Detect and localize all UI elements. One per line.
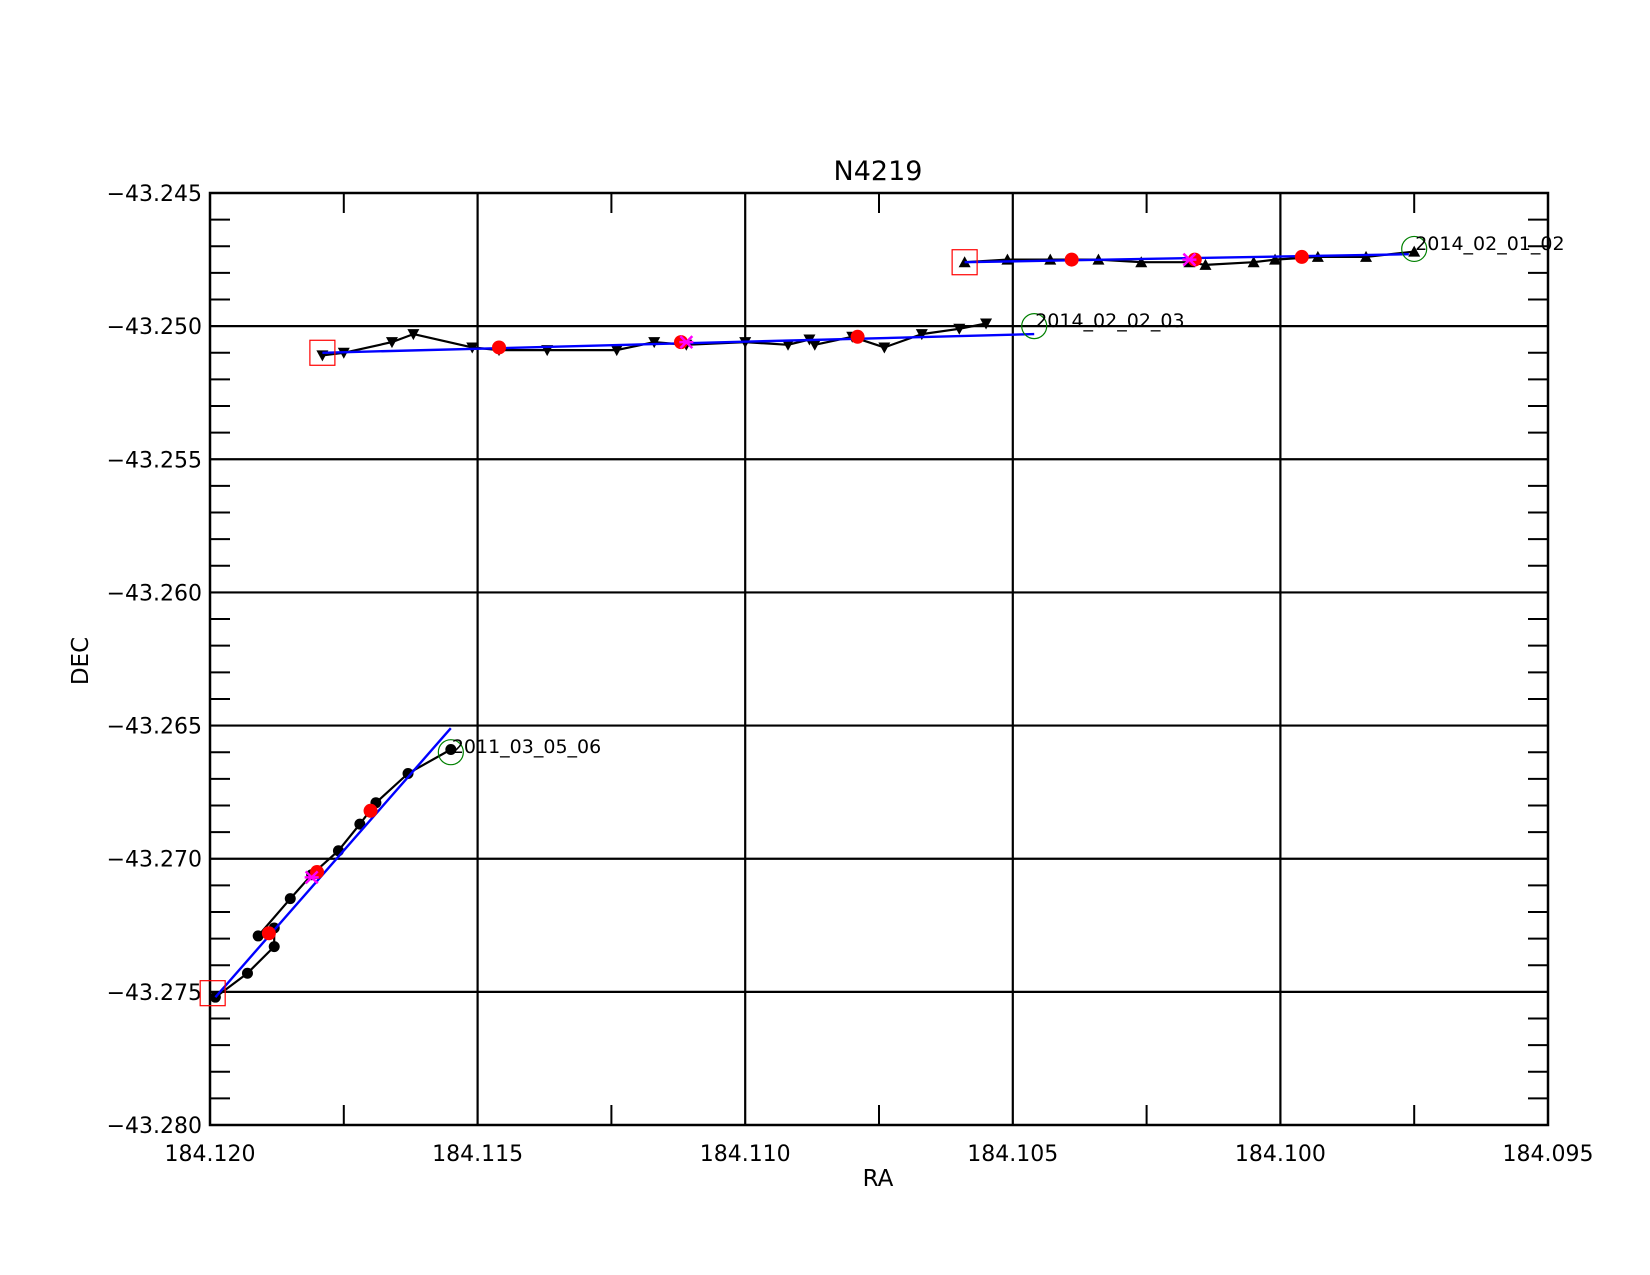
y-tick-label: −43.275 xyxy=(107,981,202,1006)
track-point xyxy=(980,318,993,330)
track-2014_02_02_03: 2014_02_02_03 xyxy=(309,310,1185,366)
track-label: 2011_03_05_06 xyxy=(452,736,601,758)
track-label: 2014_02_02_03 xyxy=(1035,310,1184,332)
midpoint-marker xyxy=(1182,252,1197,267)
y-tick-label: −43.280 xyxy=(107,1114,202,1139)
track-point xyxy=(782,339,795,351)
track-point xyxy=(878,342,891,354)
y-axis-label: DEC xyxy=(68,637,94,685)
track-point xyxy=(1269,253,1282,265)
x-tick-label: 184.120 xyxy=(165,1142,256,1167)
x-tick-label: 184.100 xyxy=(1235,1142,1326,1167)
y-tick-label: −43.260 xyxy=(107,581,202,606)
y-tick-label: −43.250 xyxy=(107,315,202,340)
grid-lines xyxy=(210,193,1548,1125)
track-point xyxy=(407,329,420,341)
end-marker xyxy=(1401,235,1428,263)
sample-point xyxy=(261,926,276,941)
track-point xyxy=(284,893,296,905)
sample-point xyxy=(850,329,865,344)
track-point xyxy=(1247,256,1260,268)
track-point xyxy=(445,744,457,756)
track-point xyxy=(241,967,253,979)
fit-line xyxy=(214,727,452,998)
y-tick-label: −43.245 xyxy=(107,182,202,207)
midpoint-marker xyxy=(679,335,694,350)
track-point xyxy=(648,337,661,349)
sample-point xyxy=(1294,249,1309,264)
start-marker xyxy=(199,980,226,1007)
sample-point xyxy=(1064,252,1079,267)
track-point xyxy=(808,339,821,351)
track-point xyxy=(354,818,366,830)
tracks: 2011_03_05_06 2014_02_02_03 2014_02_01_02 xyxy=(199,233,1565,1007)
y-tick-labels: −43.245 −43.250 −43.255 −43.260 −43.265 −43.2… xyxy=(107,182,202,1139)
x-axis-label: RA xyxy=(863,1166,894,1192)
y-axis-ticks xyxy=(210,193,1548,1125)
track-2011_03_05_06: 2011_03_05_06 xyxy=(199,727,601,1007)
track-point xyxy=(268,941,280,953)
y-tick-label: −43.255 xyxy=(107,448,202,473)
x-tick-label: 184.115 xyxy=(432,1142,523,1167)
track-point xyxy=(1199,258,1212,270)
track-point xyxy=(915,329,928,341)
sample-point xyxy=(492,340,507,355)
chart-title: N4219 xyxy=(834,156,923,187)
track-point xyxy=(252,930,264,942)
midpoint-marker xyxy=(304,870,319,885)
sample-point xyxy=(363,803,378,818)
x-tick-labels: 184.120 184.115 184.110 184.105 184.100 184.0… xyxy=(165,1142,1594,1167)
track-point xyxy=(402,768,414,780)
y-tick-label: −43.270 xyxy=(107,848,202,873)
x-tick-label: 184.105 xyxy=(967,1142,1058,1167)
track-point xyxy=(953,323,966,335)
track-point xyxy=(610,345,623,357)
y-tick-label: −43.265 xyxy=(107,715,202,740)
end-marker xyxy=(437,739,464,766)
track-label: 2014_02_01_02 xyxy=(1415,233,1564,255)
start-marker xyxy=(951,249,978,276)
track-point xyxy=(1360,250,1373,262)
track-point xyxy=(1408,245,1421,257)
start-marker xyxy=(309,339,336,366)
x-tick-label: 184.095 xyxy=(1503,1142,1594,1167)
track-path xyxy=(214,748,452,999)
track-point xyxy=(1135,256,1148,268)
plot-frame xyxy=(208,191,1550,1127)
end-marker xyxy=(1021,313,1048,340)
x-tick-label: 184.110 xyxy=(700,1142,791,1167)
track-point xyxy=(385,337,398,349)
track-2014_02_01_02: 2014_02_01_02 xyxy=(951,233,1565,276)
